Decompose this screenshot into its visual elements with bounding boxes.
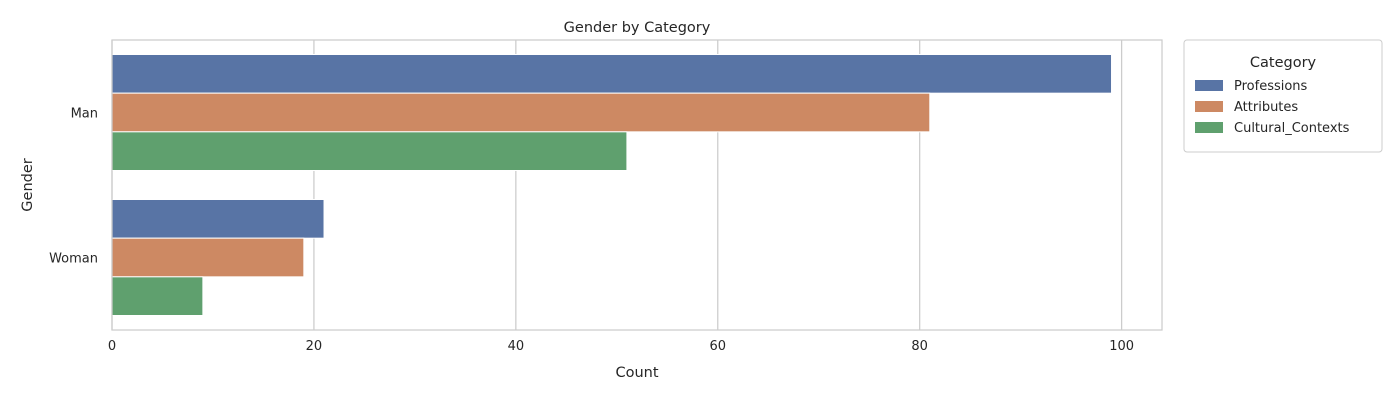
legend-label: Attributes <box>1234 100 1298 115</box>
y-axis-label: Gender <box>20 158 36 211</box>
x-tick-label: 0 <box>108 339 116 354</box>
y-tick-label: Woman <box>49 252 98 267</box>
bar-man-cultural-contexts <box>111 131 628 171</box>
legend-label: Professions <box>1234 79 1308 94</box>
x-tick-label: 20 <box>306 339 323 354</box>
x-axis-label: Count <box>615 365 658 381</box>
x-tick-label: 80 <box>911 339 928 354</box>
y-ticks: Man Woman <box>49 107 98 267</box>
x-tick-label: 40 <box>508 339 525 354</box>
bar-woman-attributes <box>111 237 305 278</box>
legend-items: Professions Attributes Cultural_Contexts <box>1195 79 1350 136</box>
legend-box <box>1183 39 1383 153</box>
bar-man-attributes <box>111 92 931 133</box>
bar-woman-professions <box>111 199 325 239</box>
bar-woman-cultural-contexts <box>111 276 204 317</box>
legend-swatch <box>1195 122 1223 133</box>
x-tick-label: 100 <box>1109 339 1134 354</box>
x-tick-label: 60 <box>709 339 726 354</box>
legend-swatch <box>1195 80 1223 91</box>
legend-title: Category <box>1250 55 1317 71</box>
chart-title: Gender by Category <box>564 20 711 36</box>
bar-man-professions <box>111 54 1113 94</box>
plot-frame <box>111 39 1163 331</box>
legend: Category Professions Attributes Cultural_C… <box>1183 39 1383 153</box>
y-tick-label: Man <box>71 107 98 122</box>
legend-swatch <box>1195 101 1223 112</box>
x-ticks: 0 20 40 60 80 100 <box>108 339 1134 354</box>
legend-label: Cultural_Contexts <box>1234 121 1350 136</box>
bars <box>111 54 1113 317</box>
